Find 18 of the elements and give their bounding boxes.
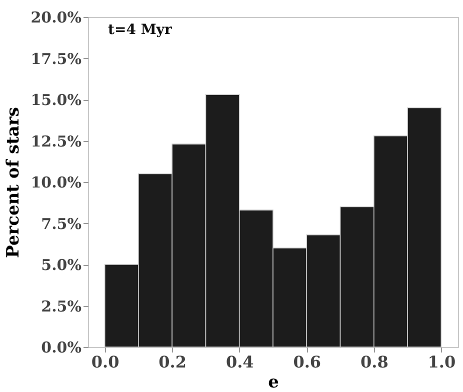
x-tick-label: 0.4 — [226, 352, 254, 372]
y-axis-title: Percent of stars — [4, 107, 24, 258]
y-tick-label: 10.0% — [30, 174, 82, 192]
y-tick-label: 20.0% — [30, 8, 82, 26]
x-axis-title: e — [268, 372, 280, 392]
y-tick-label: 0.0% — [41, 338, 82, 356]
x-tick-label: 0.0 — [91, 352, 120, 372]
x-tick-label: 1.0 — [428, 352, 456, 372]
x-tick-label: 0.6 — [293, 352, 322, 372]
x-tick-label: 0.8 — [360, 352, 388, 372]
y-tick-label: 15.0% — [30, 91, 82, 109]
y-tick-label: 5.0% — [41, 256, 82, 274]
y-tick-label: 17.5% — [30, 50, 82, 68]
annotation: t=4 Myr — [108, 22, 172, 38]
y-tick-label: 2.5% — [41, 297, 82, 316]
y-tick-label: 12.5% — [30, 132, 82, 150]
x-tick-label: 0.2 — [158, 352, 187, 372]
y-tick-label: 7.5% — [41, 214, 82, 233]
